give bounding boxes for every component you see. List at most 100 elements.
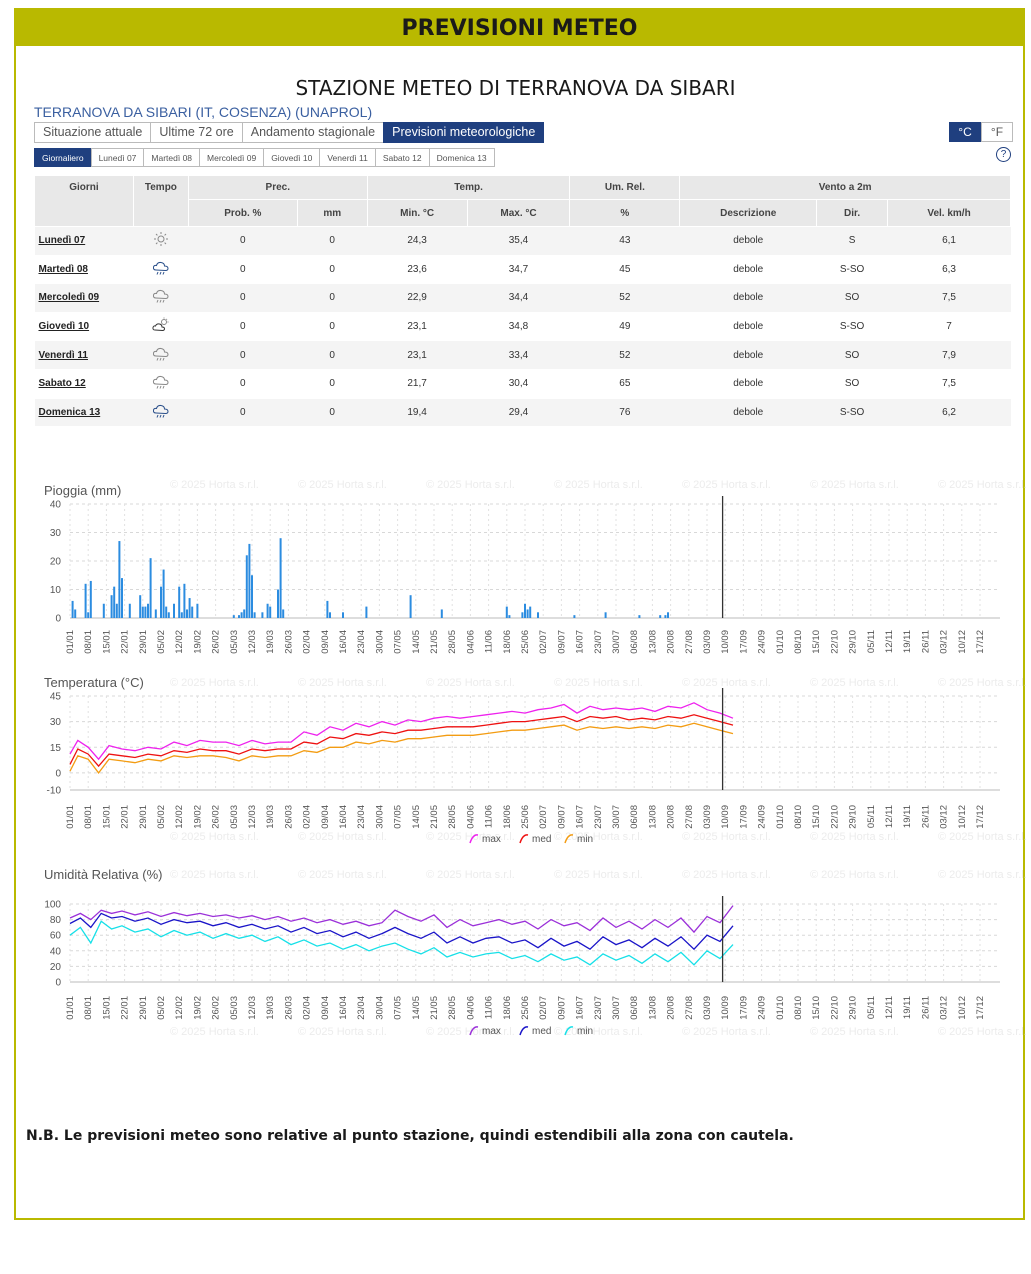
pioggia-x-tick-label: 10/12 (957, 630, 968, 654)
weather-cell (133, 398, 189, 428)
help-icon[interactable]: ? (996, 147, 1011, 162)
tab-previsioni-meteorologiche[interactable]: Previsioni meteorologiche (383, 122, 545, 143)
tab-ultime-72-ore[interactable]: Ultime 72 ore (150, 122, 243, 143)
pioggia-bar (162, 569, 165, 618)
temperatura-x-tick-label: 30/07 (611, 805, 622, 829)
mm-cell: 0 (297, 340, 368, 370)
vel-cell: 6,2 (887, 398, 1011, 428)
umidita-x-tick-label: 23/07 (593, 996, 604, 1020)
pioggia-x-tick-label: 09/07 (556, 630, 567, 654)
umidita-x-tick-label: 21/05 (429, 996, 440, 1020)
pioggia-x-tick-label: 29/01 (138, 630, 149, 654)
temperatura-x-tick-label: 29/10 (848, 805, 859, 829)
umidita-x-tick-label: 24/09 (757, 996, 768, 1020)
pioggia-x-tick-label: 16/07 (575, 630, 586, 654)
umidita-x-tick-label: 29/10 (848, 996, 859, 1020)
umidita-y-tick-label: 40 (50, 946, 62, 957)
umidita-legend-label: min (577, 1026, 593, 1037)
watermark-text: © 2025 Horta s.r.l. (170, 677, 259, 689)
umidita-x-tick-label: 20/08 (666, 996, 677, 1020)
temperatura-x-tick-label: 27/08 (684, 805, 695, 829)
day-tab-giovedi[interactable]: Giovedì 10 (263, 148, 321, 167)
umidita-x-tick-label: 23/04 (356, 996, 367, 1020)
min-cell: 21,7 (367, 369, 468, 399)
watermark-text: © 2025 Horta s.r.l. (810, 677, 899, 689)
umidita-x-tick-label: 05/11 (866, 996, 877, 1019)
descr-cell: debole (679, 398, 817, 428)
pioggia-x-tick-label: 24/09 (757, 630, 768, 654)
day-tab-venerdi[interactable]: Venerdì 11 (319, 148, 376, 167)
pioggia-bar (87, 612, 90, 618)
temperatura-x-tick-label: 16/04 (338, 805, 349, 829)
day-tab-mercoledi[interactable]: Mercoledì 09 (199, 148, 265, 167)
table-row: Lunedì 07 0 0 24,3 35,4 43 debole S 6,1 (34, 226, 1011, 256)
pioggia-y-tick-label: 40 (50, 500, 62, 511)
day-tabs: Giornaliero Lunedì 07 Martedì 08 Mercole… (34, 148, 495, 167)
day-tab-sabato[interactable]: Sabato 12 (374, 148, 430, 167)
day-tab-domenica[interactable]: Domenica 13 (428, 148, 495, 167)
col-umrel: Um. Rel. (569, 175, 681, 200)
temperatura-x-tick-label: 19/03 (265, 805, 276, 829)
day-tab-lunedi[interactable]: Lunedì 07 (90, 148, 145, 167)
umidita-x-tick-label: 30/07 (611, 996, 622, 1020)
pioggia-y-tick-label: 10 (50, 585, 62, 596)
col-tempo: Tempo (132, 175, 189, 227)
charts-area: © 2025 Horta s.r.l. © 2025 Horta s.r.l. © … (44, 479, 1027, 1038)
pioggia-x-tick-label: 30/07 (611, 630, 622, 654)
temperatura-legend-label: max (482, 834, 501, 845)
row-day-link[interactable]: Mercoledì 09 (34, 283, 134, 313)
tab-andamento-stagionale[interactable]: Andamento stagionale (241, 122, 385, 143)
pioggia-x-tick-label: 12/03 (247, 630, 258, 654)
pioggia-x-tick-label: 23/04 (356, 630, 367, 654)
temperatura-x-tick-label: 03/12 (939, 805, 950, 829)
pioggia-x-tick-label: 14/05 (411, 630, 422, 654)
unit-celsius-button[interactable]: °C (949, 122, 981, 142)
temperatura-x-tick-label: 30/04 (374, 805, 385, 829)
weather-cell (133, 369, 189, 399)
pioggia-x-tick-label: 11/06 (484, 630, 495, 653)
dir-cell: S-SO (816, 312, 888, 342)
weather-cell (133, 340, 189, 370)
row-day-link[interactable]: Giovedì 10 (34, 312, 134, 342)
tab-situazione-attuale[interactable]: Situazione attuale (34, 122, 152, 143)
pioggia-x-tick-label: 01/01 (65, 630, 76, 654)
row-day-link[interactable]: Lunedì 07 (34, 226, 134, 256)
temperatura-x-tick-label: 03/09 (702, 805, 713, 829)
umidita-x-tick-label: 07/05 (393, 996, 404, 1020)
unit-fahrenheit-button[interactable]: °F (981, 122, 1013, 142)
pioggia-bar (139, 595, 142, 618)
pioggia-bar (144, 606, 147, 618)
pioggia-x-tick-label: 18/06 (502, 630, 513, 654)
watermark-text: © 2025 Horta s.r.l. (298, 1026, 387, 1038)
watermark-text: © 2025 Horta s.r.l. (170, 1026, 259, 1038)
pioggia-x-tick-label: 12/02 (174, 630, 185, 654)
watermark-text: © 2025 Horta s.r.l. (554, 1026, 643, 1038)
temperatura-chart-title: Temperatura (°C) (44, 675, 144, 690)
umidita-x-tick-label: 29/01 (138, 996, 149, 1020)
row-day-link[interactable]: Martedì 08 (34, 255, 134, 285)
hum-cell: 43 (569, 226, 680, 256)
sun-icon (153, 231, 169, 250)
watermark-text: © 2025 Horta s.r.l. (938, 831, 1027, 843)
row-day-link[interactable]: Venerdì 11 (34, 340, 134, 370)
umidita-x-tick-label: 05/03 (229, 996, 240, 1020)
pioggia-x-tick-label: 22/10 (829, 630, 840, 654)
pioggia-bar (279, 538, 282, 618)
umidita-x-tick-label: 16/04 (338, 996, 349, 1020)
cloud-rain-icon (152, 260, 170, 279)
watermark-text: © 2025 Horta s.r.l. (938, 479, 1027, 491)
pioggia-bar (238, 615, 240, 618)
day-tab-martedi[interactable]: Martedì 08 (143, 148, 201, 167)
umidita-x-tick-label: 26/11 (920, 996, 931, 1019)
temperatura-x-tick-label: 17/09 (738, 805, 749, 829)
pioggia-x-tick-label: 19/02 (192, 630, 203, 654)
row-day-link[interactable]: Sabato 12 (34, 369, 134, 399)
pioggia-bar (537, 612, 539, 618)
umidita-x-tick-label: 15/01 (101, 996, 112, 1020)
pioggia-x-tick-label: 08/10 (793, 630, 804, 654)
day-tab-giornaliero[interactable]: Giornaliero (34, 148, 92, 167)
umidita-x-tick-label: 10/12 (957, 996, 968, 1020)
pioggia-bar (149, 558, 152, 618)
row-day-link[interactable]: Domenica 13 (34, 398, 134, 428)
umidita-x-tick-label: 12/02 (174, 996, 185, 1020)
